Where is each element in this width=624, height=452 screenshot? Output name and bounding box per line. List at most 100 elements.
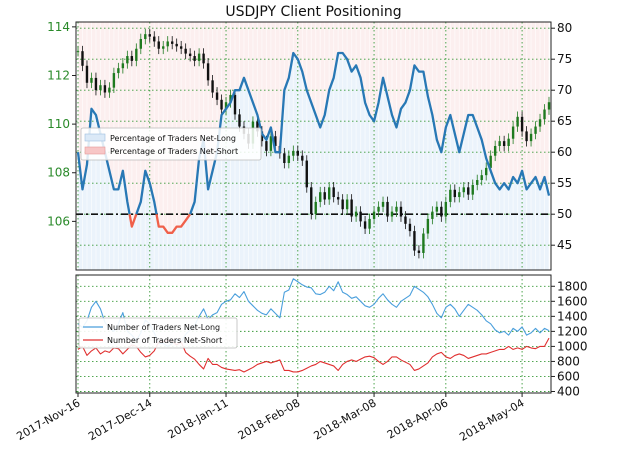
price-candle xyxy=(381,201,385,207)
price-candle xyxy=(139,39,142,49)
price-candle xyxy=(206,63,210,81)
x-tick-label: 2018-Apr-06 xyxy=(385,396,450,441)
price-candle xyxy=(413,231,416,251)
right-tick-label: 55 xyxy=(557,176,572,190)
price-candle xyxy=(274,136,277,146)
price-candle xyxy=(135,48,138,61)
right-tick-label: 60 xyxy=(557,145,572,159)
price-candle xyxy=(184,48,187,54)
x-tick-label: 2018-May-04 xyxy=(457,396,526,444)
price-candle xyxy=(233,94,237,115)
price-candle xyxy=(471,184,474,195)
price-candle xyxy=(453,189,456,198)
price-candle xyxy=(310,187,313,215)
x-tick-label: 2017-Nov-16 xyxy=(14,396,82,443)
legend-swatch xyxy=(84,146,106,155)
right-tick-label: 70 xyxy=(557,83,572,97)
price-candle xyxy=(85,65,89,83)
net-long-line-below-50 xyxy=(128,213,138,228)
right-tick-label: 600 xyxy=(557,369,580,383)
positioning-legend: Percentage of Traders Net-Long Percentage… xyxy=(80,127,262,161)
price-candle xyxy=(287,155,291,164)
price-candle xyxy=(476,180,479,185)
price-candle xyxy=(188,53,192,57)
price-candle xyxy=(493,146,497,156)
price-candle xyxy=(543,109,546,120)
left-tick-label: 112 xyxy=(47,68,70,82)
right-tick-label: 45 xyxy=(557,238,572,252)
price-candle xyxy=(108,87,111,93)
price-candle xyxy=(422,233,425,253)
price-candle xyxy=(377,206,380,212)
price-candle xyxy=(260,131,264,142)
price-candle xyxy=(90,77,93,83)
price-candle xyxy=(404,216,407,224)
positioning-panel: 106 108 110 112 114 45 50 55 60 65 70 75 80 Percenta… xyxy=(47,20,572,271)
price-candle xyxy=(238,114,241,127)
price-candle xyxy=(372,211,376,219)
price-candle xyxy=(215,92,219,100)
price-candle xyxy=(296,150,299,156)
price-candle xyxy=(269,136,273,151)
price-candle xyxy=(444,201,448,217)
price-candle xyxy=(489,155,492,168)
x-tick-label: 2018-Feb-08 xyxy=(236,396,303,442)
price-candle xyxy=(525,131,528,142)
price-candle xyxy=(193,56,196,61)
price-candle xyxy=(368,218,371,229)
right-tick-label: 1200 xyxy=(557,324,588,338)
price-candle xyxy=(76,51,80,53)
price-candle xyxy=(224,102,228,110)
right-tick-label: 1400 xyxy=(557,309,588,323)
price-candle xyxy=(283,153,286,164)
price-candle xyxy=(390,211,394,217)
price-candle xyxy=(157,41,160,49)
price-candle xyxy=(507,138,510,146)
price-candle xyxy=(179,46,183,49)
price-candle xyxy=(328,187,331,200)
price-candle xyxy=(431,211,434,219)
x-tick-label: 2018-Mar-08 xyxy=(311,396,378,442)
price-candle xyxy=(314,201,317,215)
price-candle xyxy=(121,63,125,69)
right-tick-label: 50 xyxy=(557,207,572,221)
price-candle xyxy=(534,126,537,134)
price-candle xyxy=(485,167,488,176)
price-candle xyxy=(435,206,439,212)
left-tick-label: 108 xyxy=(47,166,70,180)
price-candle xyxy=(520,116,524,132)
price-candle xyxy=(166,41,169,47)
net-long-line-below-50 xyxy=(155,213,192,234)
price-candle xyxy=(292,150,295,156)
price-candle xyxy=(103,85,107,93)
legend-label: Percentage of Traders Net-Short xyxy=(110,147,238,156)
x-tick-label: 2018-Jan-11 xyxy=(166,396,231,441)
legend-label: Number of Traders Net-Long xyxy=(107,323,220,332)
right-tick-label: 800 xyxy=(557,354,580,368)
price-candle xyxy=(332,187,335,198)
net-long-line xyxy=(135,169,158,215)
price-candle xyxy=(498,141,501,146)
positioning-panel-frame xyxy=(75,21,552,271)
price-candle xyxy=(126,56,129,64)
price-candle xyxy=(538,119,542,127)
price-candle xyxy=(256,121,259,132)
trader-count-panel-frame xyxy=(75,274,552,394)
price-candle xyxy=(323,192,326,200)
legend-label: Percentage of Traders Net-Long xyxy=(110,134,236,143)
price-candle xyxy=(417,250,421,253)
price-candle xyxy=(336,197,340,200)
price-candle xyxy=(81,51,84,66)
right-tick-label: 75 xyxy=(557,52,572,66)
price-candle xyxy=(112,73,116,88)
price-candle xyxy=(408,223,412,232)
legend-box xyxy=(78,317,238,349)
price-candle xyxy=(153,36,156,42)
price-candle xyxy=(148,34,151,37)
price-candle xyxy=(202,53,205,64)
price-candle xyxy=(94,77,98,91)
price-candle xyxy=(399,206,403,217)
price-candle xyxy=(480,175,483,181)
price-candle xyxy=(305,160,308,188)
